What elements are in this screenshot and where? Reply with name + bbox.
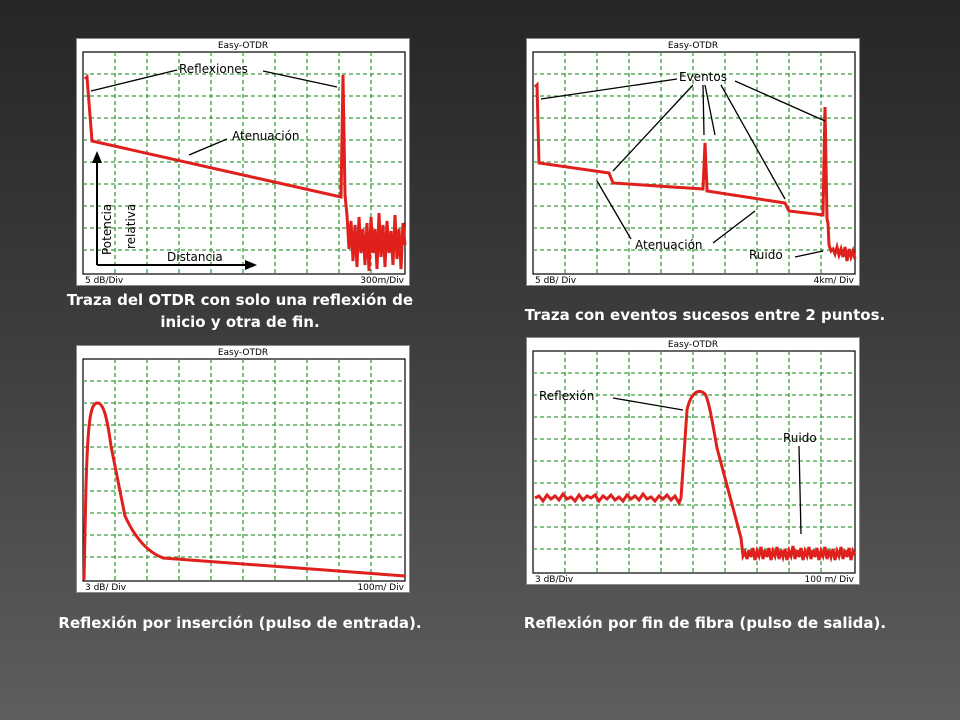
scale-right-label: 100 m/ Div [805, 575, 855, 585]
scale-left-label: 3 dB/ Div [85, 583, 127, 593]
caption-3: Reflexión por inserción (pulso de entrad… [30, 612, 450, 634]
plot-frame [532, 51, 856, 275]
scale-left-label: 3 dB/Div [535, 575, 574, 585]
grid [83, 359, 405, 581]
otdr-trace [533, 81, 857, 263]
panel-title: Easy-OTDR [667, 41, 719, 51]
otdr-trace [83, 73, 407, 272]
annotation-ruido: Ruido [749, 248, 783, 262]
otdr-trace [534, 389, 857, 563]
axis-label-potencia: Potencia [100, 204, 114, 255]
otdr-panel-1: Easy-OTDR Reflexiones Atenuación [76, 38, 410, 286]
caption-4: Reflexión por fin de fibra (pulso de sal… [490, 612, 920, 634]
caption-1: Traza del OTDR con solo una reflexión de… [40, 289, 440, 333]
annotation-atenuacion: Atenuación [635, 238, 703, 252]
otdr-trace [82, 401, 406, 581]
annotation-reflexion: Reflexión [539, 389, 594, 403]
scale-left-label: 5 dB/Div [85, 276, 124, 286]
otdr-panel-2: Easy-OTDR Eventos Atenuaci [526, 38, 860, 286]
otdr-plot-4: Reflexión Ruido 3 dB/Div 100 m/ Div [532, 350, 857, 585]
grid [533, 52, 855, 274]
caption-4-text: Reflexión por fin de fibra (pulso de sal… [523, 614, 887, 632]
grid [533, 351, 855, 573]
annotation-ruido: Ruido [783, 431, 817, 445]
annotation-eventos: Eventos [679, 70, 727, 84]
axis-arrows [92, 151, 257, 270]
panel-title: Easy-OTDR [217, 348, 269, 358]
otdr-panel-4: Easy-OTDR Reflexión Ruido 3 dB/Div 100 m… [526, 337, 860, 585]
otdr-panel-3: Easy-OTDR 3 dB/ Div 100m/ Div [76, 345, 410, 593]
plot-frame [82, 358, 406, 582]
scale-right-label: 100m/ Div [357, 583, 404, 593]
annotation-atenuacion: Atenuación [232, 129, 300, 143]
annotation-lines [540, 78, 826, 258]
caption-1-line-1: Traza del OTDR con solo una reflexión de [66, 291, 414, 309]
plot-frame [82, 51, 406, 275]
otdr-plot-1: Reflexiones Atenuación Potencia relativa… [82, 51, 407, 286]
caption-2-text: Traza con eventos sucesos entre 2 puntos… [524, 306, 886, 324]
axis-label-distancia: Distancia [167, 250, 223, 264]
plot-frame [532, 350, 856, 574]
scale-left-label: 5 dB/ Div [535, 276, 577, 286]
annotation-reflexiones: Reflexiones [179, 62, 248, 76]
caption-1-line-2: inicio y otra de fin. [160, 313, 320, 331]
panel-title: Easy-OTDR [217, 41, 269, 51]
caption-3-text: Reflexión por inserción (pulso de entrad… [58, 614, 422, 632]
axis-label-relativa: relativa [124, 204, 138, 249]
scale-right-label: 4km/ Div [814, 276, 855, 286]
annotation-lines [90, 69, 338, 156]
panel-title: Easy-OTDR [667, 340, 719, 350]
otdr-plot-2: Eventos Atenuación Ruido 5 dB/ Div 4km/ … [532, 51, 857, 286]
otdr-plot-3: 3 dB/ Div 100m/ Div [82, 358, 406, 593]
caption-2: Traza con eventos sucesos entre 2 puntos… [490, 304, 920, 326]
annotation-lines [612, 397, 802, 535]
scale-right-label: 300m/Div [360, 276, 404, 286]
